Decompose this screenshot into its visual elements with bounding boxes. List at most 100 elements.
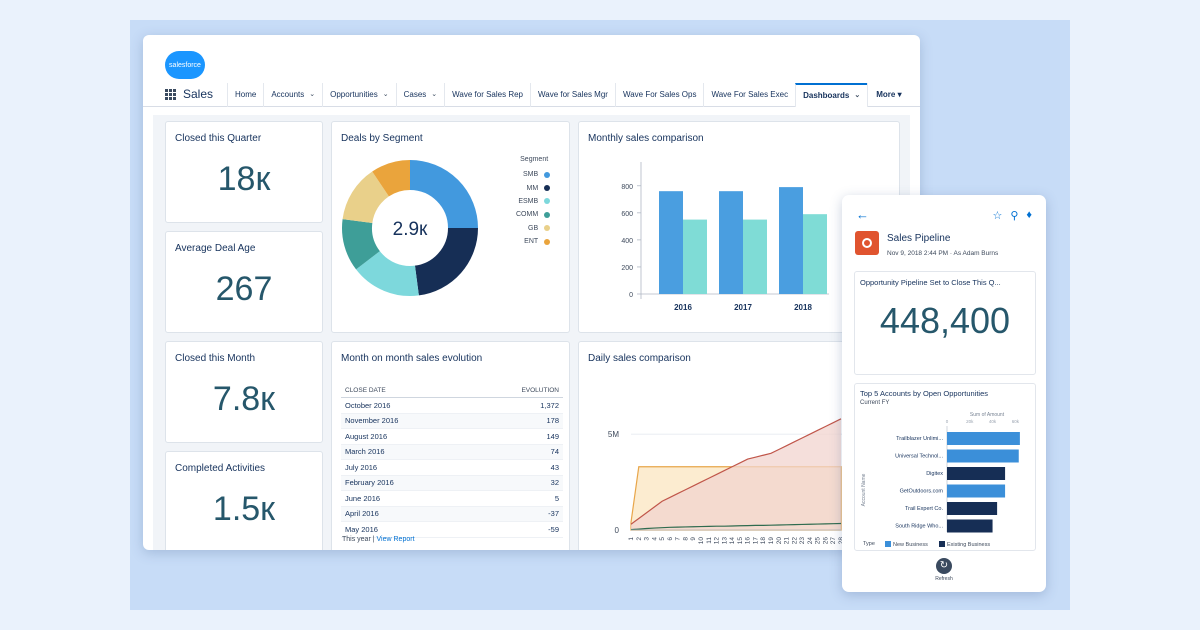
bar-2016-series-2[interactable] <box>683 219 707 294</box>
table-row[interactable]: July 2016 43 <box>341 459 563 476</box>
x-axis-title: Sum of Amount <box>970 412 1005 418</box>
tab-home[interactable]: Home <box>227 83 263 107</box>
donut-slice-gb[interactable] <box>342 171 390 224</box>
metric-card-closed-quarter[interactable]: Closed this Quarter 18к <box>165 121 323 223</box>
chevron-down-icon[interactable]: ⌄ <box>854 92 861 99</box>
x-tick-label: 5 <box>659 537 666 541</box>
search-icon[interactable]: ⚲ <box>1010 210 1019 222</box>
donut-slice-mm[interactable] <box>414 227 478 296</box>
cell-close-date: July 2016 <box>341 459 465 476</box>
chart-title: Daily sales comparison <box>588 353 691 364</box>
chevron-down-icon[interactable]: ⌄ <box>382 91 389 98</box>
legend-item-comm[interactable]: COMM <box>516 208 551 221</box>
chart-title: Deals by Segment <box>341 133 423 144</box>
cell-close-date: February 2016 <box>341 475 465 491</box>
month-on-month-card[interactable]: Month on month sales evolution CLOSE DAT… <box>331 341 570 550</box>
table-row[interactable]: February 2016 32 <box>341 475 563 491</box>
y-axis-title: Account Name <box>861 473 867 506</box>
tab-cases[interactable]: Cases ⌄ <box>395 83 445 107</box>
donut-slice-ent[interactable] <box>372 160 411 197</box>
bar-2018-series-2[interactable] <box>803 214 827 294</box>
metric-card-closed-month[interactable]: Closed this Month 7.8к <box>165 341 323 443</box>
tab-wave-sales-rep[interactable]: Wave for Sales Rep <box>444 83 530 107</box>
legend-label: ENT <box>524 238 539 246</box>
tab-wave-sales-mgr[interactable]: Wave for Sales Mgr <box>530 83 615 107</box>
series-cumulative-line[interactable] <box>630 418 842 525</box>
card-title: Opportunity Pipeline Set to Close This Q… <box>860 278 1001 287</box>
y-tick-label: GetOutdoors.com <box>900 489 944 495</box>
donut-slice-comm[interactable] <box>342 219 381 270</box>
column-header-close-date[interactable]: CLOSE DATE <box>341 385 465 398</box>
x-tick-label: 40k <box>989 419 997 424</box>
nav-more-menu[interactable]: More ▾ <box>867 83 909 107</box>
table-row[interactable]: June 2016 5 <box>341 490 563 507</box>
y-tick-label: 800 <box>621 184 633 191</box>
legend-item-ent[interactable]: ENT <box>516 235 551 248</box>
tab-wave-sales-ops[interactable]: Wave For Sales Ops <box>614 83 704 107</box>
tab-opportunities[interactable]: Opportunities ⌄ <box>322 83 395 107</box>
cell-close-date: May 2016 <box>341 521 465 538</box>
metric-card-completed-activities[interactable]: Completed Activities 1.5к <box>165 451 323 550</box>
x-tick-label: 28 <box>838 537 845 545</box>
table-row[interactable]: October 2016 1,372 <box>341 397 563 414</box>
salesforce-logo[interactable]: salesforce <box>165 51 205 79</box>
donut-slice-esmb[interactable] <box>356 250 419 296</box>
refresh-icon[interactable]: ↻ <box>936 558 952 574</box>
cell-evolution: -59 <box>464 521 563 538</box>
table-row[interactable]: May 2016 -59 <box>341 521 563 538</box>
mobile-pipeline-card[interactable]: Opportunity Pipeline Set to Close This Q… <box>854 271 1036 375</box>
hbar-6[interactable] <box>947 519 993 533</box>
bar-2018-series-1[interactable] <box>779 187 803 294</box>
hbar-5[interactable] <box>947 502 998 515</box>
legend-swatch-new <box>885 541 891 547</box>
legend-item-gb[interactable]: GB <box>516 222 551 235</box>
tab-accounts[interactable]: Accounts ⌄ <box>263 83 322 107</box>
app-launcher[interactable]: Sales <box>165 87 213 101</box>
legend-swatch <box>544 198 551 205</box>
donut-slice-smb[interactable] <box>409 160 478 229</box>
mobile-dashboard-title: Sales Pipeline <box>887 233 951 244</box>
cell-close-date: August 2016 <box>341 428 465 445</box>
table-header-row: CLOSE DATE EVOLUTION <box>341 385 563 398</box>
mobile-top-accounts-card[interactable]: Top 5 Accounts by Open Opportunities Cur… <box>854 383 1036 551</box>
hbar-2[interactable] <box>947 449 1019 463</box>
cell-close-date: October 2016 <box>341 397 465 414</box>
legend-item-mm[interactable]: MM <box>516 181 551 194</box>
bar-2017-series-1[interactable] <box>719 191 743 294</box>
tab-wave-sales-exec[interactable]: Wave For Sales Exec <box>703 83 795 107</box>
bar-2016-series-1[interactable] <box>659 191 683 294</box>
table-footer: This year | View Report <box>342 536 415 543</box>
series-cumulative-area[interactable] <box>631 418 841 530</box>
bell-icon[interactable]: ♦ <box>1026 209 1032 221</box>
x-tick-label: 13 <box>721 537 728 545</box>
tab-dashboards[interactable]: Dashboards ⌄ <box>795 83 868 107</box>
metric-card-average-deal-age[interactable]: Average Deal Age 267 <box>165 231 323 333</box>
legend-item-esmb[interactable]: ESMB <box>516 195 551 208</box>
hbar-1[interactable] <box>947 432 1020 445</box>
hbar-4[interactable] <box>947 484 1006 498</box>
star-icon[interactable]: ☆ <box>992 210 1003 222</box>
nav-bar: Sales Home Accounts ⌄ Opportunities ⌄ Case… <box>143 83 920 107</box>
table-row[interactable]: March 2016 74 <box>341 444 563 460</box>
legend-label: MM <box>526 184 539 192</box>
mobile-device: ← ☆ ⚲ ♦ Sales Pipeline Nov 9, 2018 2:44 … <box>842 195 1046 592</box>
series-daily-line[interactable] <box>630 522 842 531</box>
cell-close-date: June 2016 <box>341 490 465 507</box>
metric-value: 18к <box>217 160 271 198</box>
app-launcher-icon[interactable] <box>165 88 176 100</box>
view-report-link[interactable]: View Report <box>376 536 415 543</box>
back-arrow-icon[interactable]: ← <box>856 207 869 222</box>
table-row[interactable]: August 2016 149 <box>341 428 563 445</box>
deals-by-segment-card[interactable]: Deals by Segment 2.9к Segment SMB MM ESMB C… <box>331 121 570 333</box>
hbar-3[interactable] <box>947 467 1006 480</box>
bar-2017-series-2[interactable] <box>743 219 767 294</box>
legend-swatch <box>544 171 551 178</box>
donut-chart: 2.9к <box>342 160 478 296</box>
chevron-down-icon[interactable]: ⌄ <box>309 91 316 98</box>
legend-item-smb[interactable]: SMB <box>516 168 551 181</box>
chevron-down-icon[interactable]: ⌄ <box>431 91 438 98</box>
column-header-evolution[interactable]: EVOLUTION <box>464 385 563 398</box>
legend-swatch <box>544 185 551 192</box>
table-row[interactable]: November 2016 178 <box>341 413 563 429</box>
table-row[interactable]: April 2016 -37 <box>341 506 563 522</box>
